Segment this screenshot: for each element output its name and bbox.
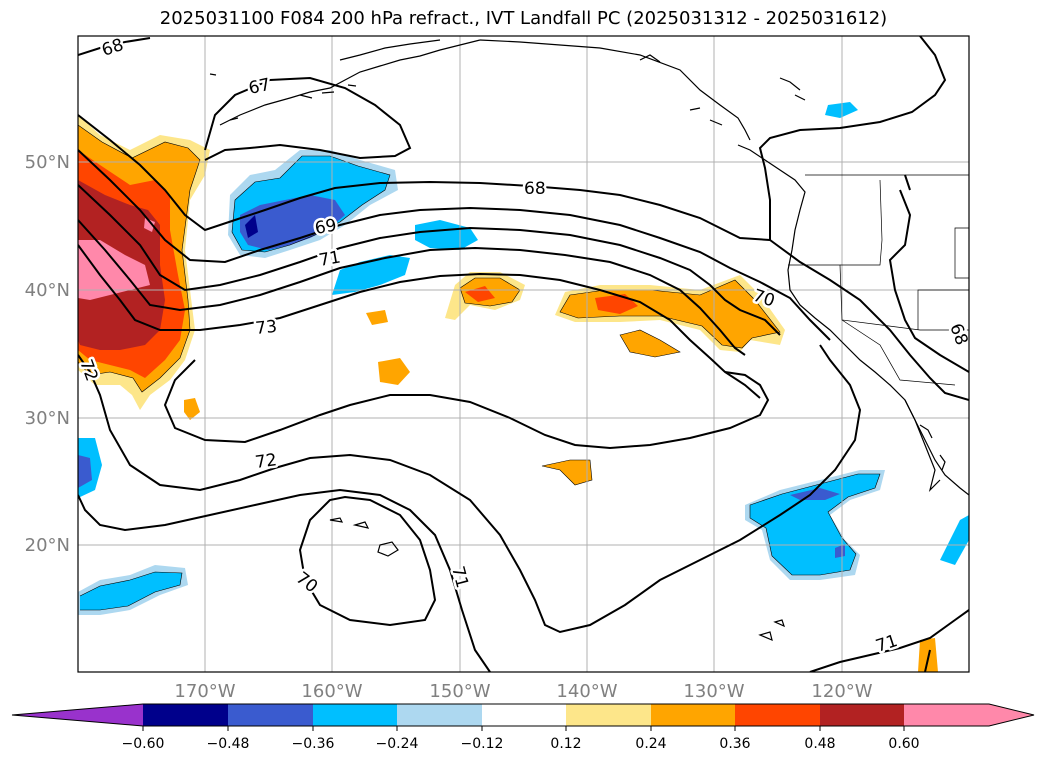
contour-label-73: 73: [254, 317, 278, 339]
lon-label-160w: 160°W: [301, 681, 362, 702]
colorbar-extend-min: [12, 704, 143, 726]
colorbar-segment-7: [651, 704, 735, 726]
colorbar-segment-8: [735, 704, 820, 726]
colorbar-tick-3: −0.36: [292, 736, 335, 752]
colorbar-tick-2: −0.48: [207, 736, 250, 752]
latitude-labels: 50°N 40°N 30°N 20°N: [25, 152, 70, 556]
lon-label-120w: 120°W: [811, 681, 872, 702]
map-title: 2025031100 F084 200 hPa refract., IVT La…: [159, 8, 888, 29]
positive-anomaly-west: [78, 115, 210, 410]
colorbar-extend-max: [989, 704, 1034, 726]
colorbar-tick-9: 0.48: [804, 736, 835, 752]
lat-label-50n: 50°N: [25, 152, 70, 173]
contour-label-68: 68: [524, 179, 546, 199]
contour-label-72-south: 72: [254, 450, 278, 473]
colorbar-segment-3: [313, 704, 397, 726]
colorbar-segment-10: [904, 704, 989, 726]
colorbar-segment-6: [566, 704, 651, 726]
contour-label-71-west: 71: [317, 247, 342, 270]
lon-label-170w: 170°W: [174, 681, 235, 702]
colorbar-tick-1: −0.60: [122, 736, 165, 752]
colorbar-segment-4: [397, 704, 482, 726]
lon-label-140w: 140°W: [556, 681, 617, 702]
colorbar-segment-9: [820, 704, 904, 726]
lat-label-30n: 30°N: [25, 408, 70, 429]
negative-anomaly-south: [78, 102, 969, 672]
colorbar: −0.60 −0.48 −0.36 −0.24 −0.12 0.12 0.24 …: [11, 703, 1035, 752]
map-frame: [77, 35, 970, 673]
lat-label-20n: 20°N: [25, 535, 70, 556]
graticule: [78, 36, 969, 672]
colorbar-tick-8: 0.36: [719, 736, 750, 752]
colorbar-segment-5: [482, 704, 566, 726]
geopotential-contours: [78, 36, 969, 672]
contour-label-69: 69: [313, 215, 338, 238]
political-borders: [788, 174, 969, 386]
lon-label-130w: 130°W: [683, 681, 744, 702]
lat-label-40n: 40°N: [25, 280, 70, 301]
colorbar-segment-2: [228, 704, 313, 726]
colorbar-tick-5: −0.12: [461, 736, 504, 752]
longitude-labels: 170°W 160°W 150°W 140°W 130°W 120°W: [174, 681, 872, 702]
colorbar-tick-7: 0.24: [635, 736, 666, 752]
colorbar-tick-6: 0.12: [550, 736, 581, 752]
colorbar-tick-10: 0.60: [888, 736, 919, 752]
colorbar-segment-1: [143, 704, 228, 726]
lon-label-150w: 150°W: [429, 681, 490, 702]
coastlines: [209, 39, 969, 642]
colorbar-tick-4: −0.24: [376, 736, 419, 752]
